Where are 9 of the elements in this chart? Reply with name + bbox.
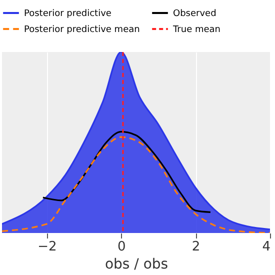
legend-label: Posterior predictive — [24, 9, 112, 19]
legend-label: True mean — [172, 25, 221, 35]
x-axis-title: obs / obs — [104, 256, 168, 272]
legend-label: Posterior predictive mean — [24, 25, 140, 35]
x-tick-label: 4 — [262, 240, 270, 254]
x-tick-label: 2 — [192, 240, 200, 254]
x-tick-label: 0 — [117, 240, 126, 254]
x-tick-label: −2 — [38, 240, 57, 254]
legend-label: Observed — [173, 9, 216, 19]
